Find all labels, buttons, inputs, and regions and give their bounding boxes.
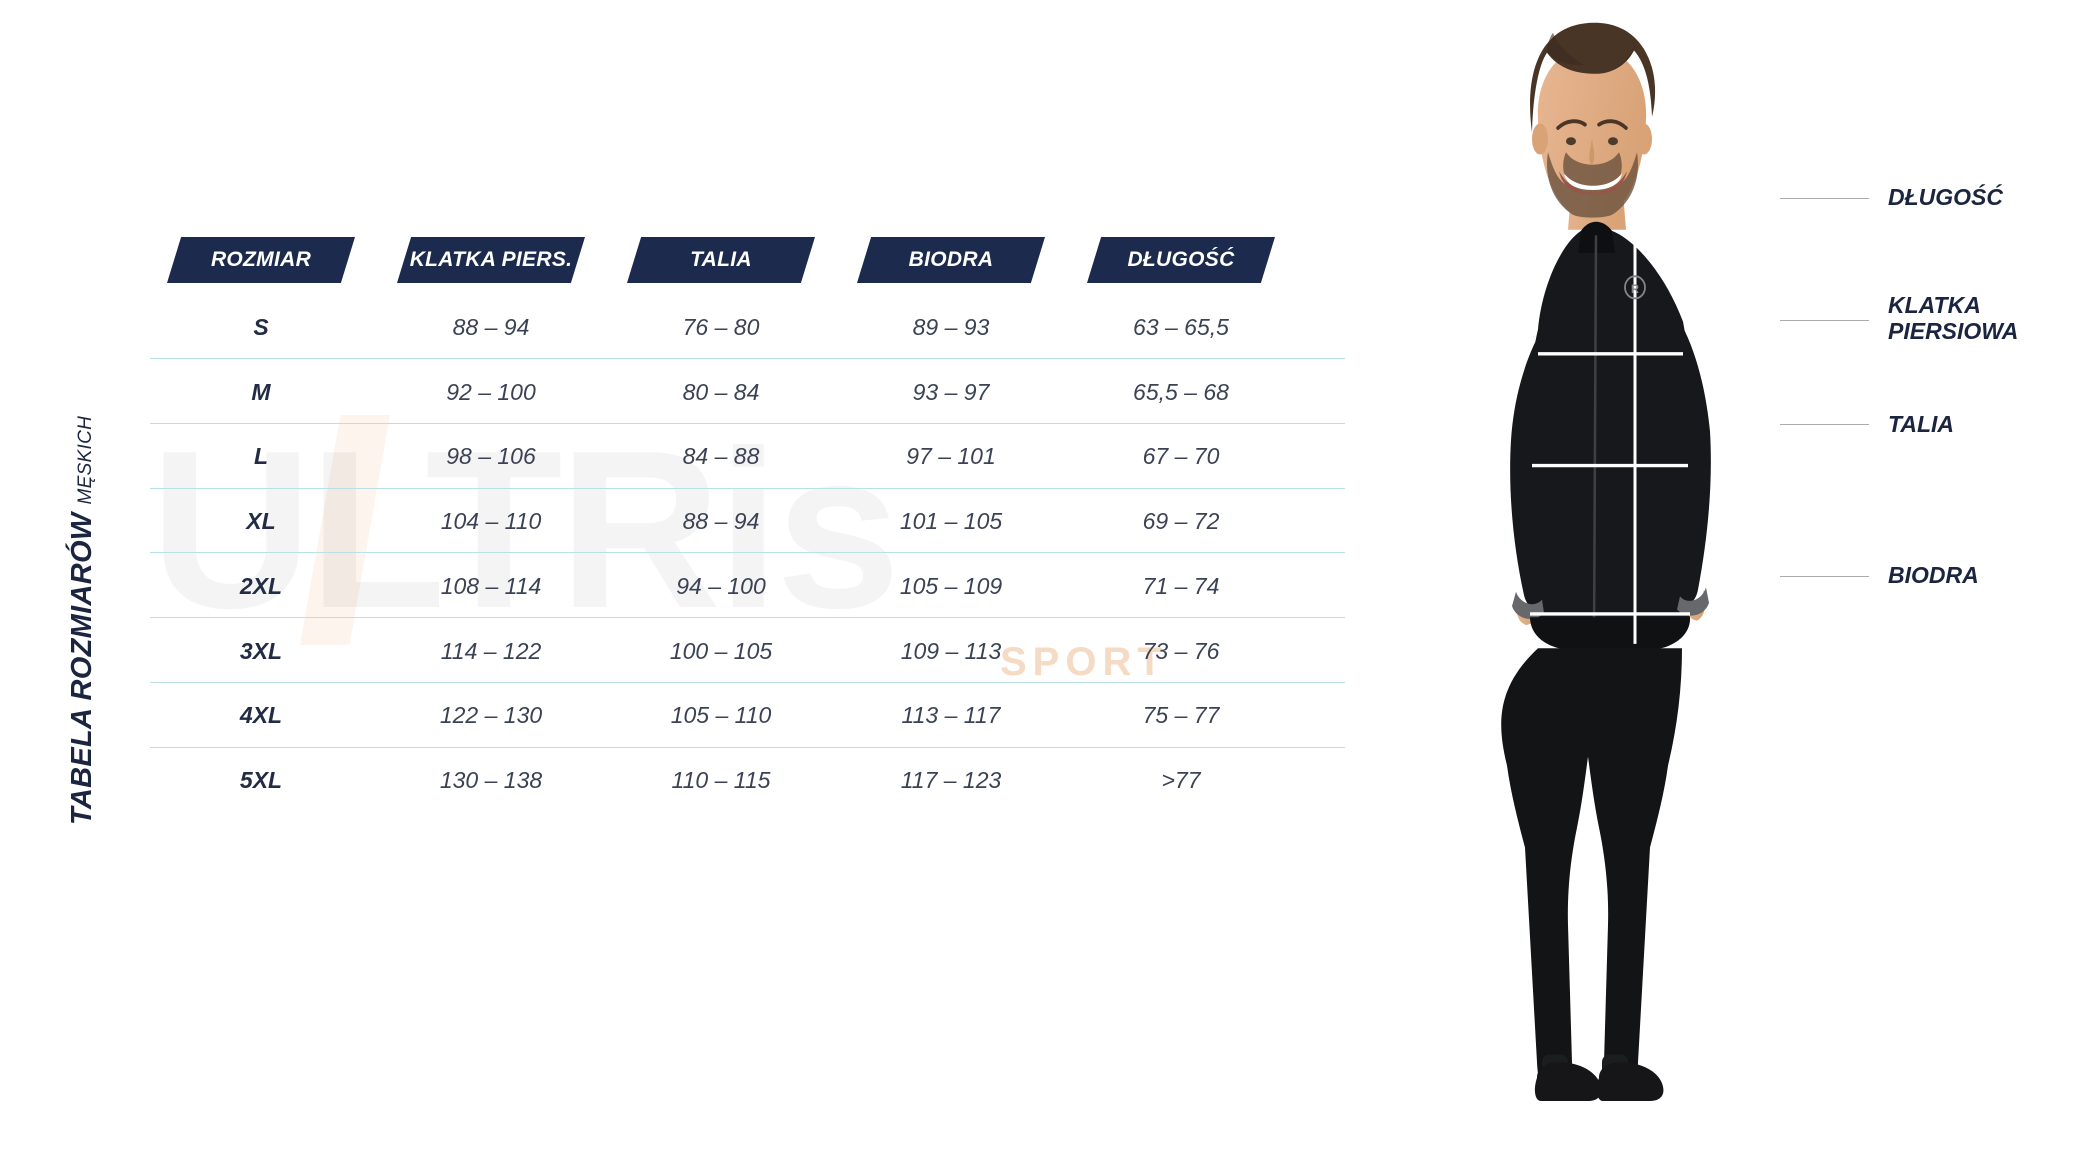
svg-text:R: R [1631, 282, 1640, 296]
